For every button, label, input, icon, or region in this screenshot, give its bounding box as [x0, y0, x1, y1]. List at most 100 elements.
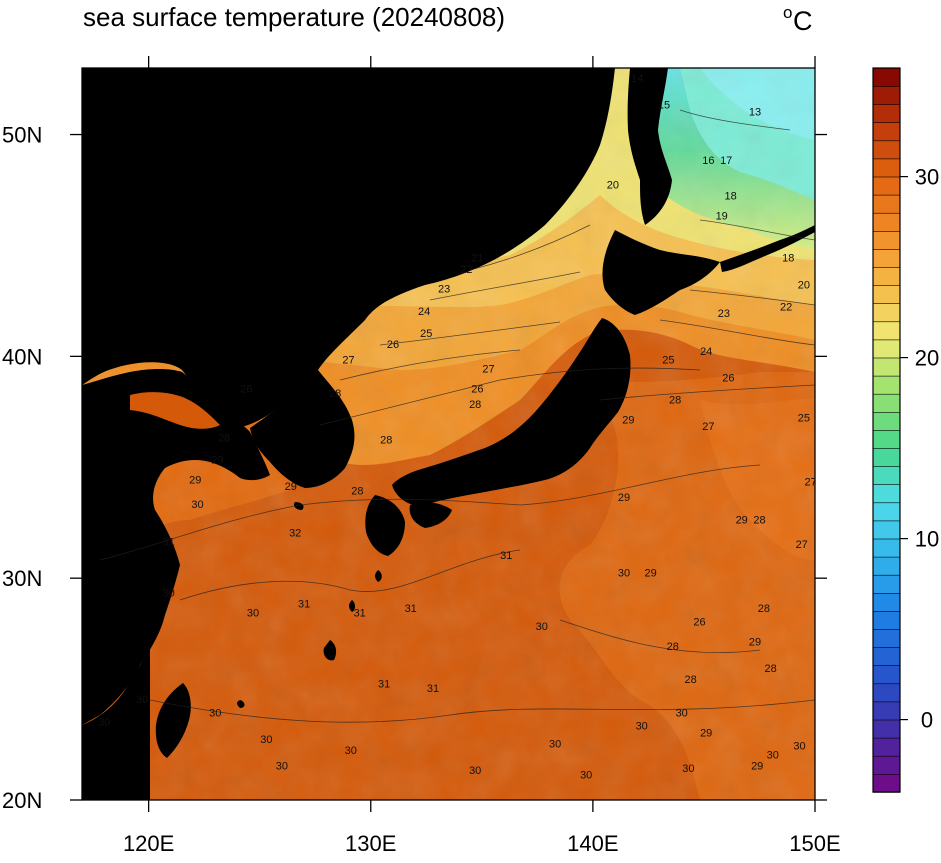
land-kuril-chain: [720, 225, 815, 272]
contour-label: 30: [247, 608, 259, 620]
contour-label: 30: [682, 763, 694, 775]
contour-label: 29: [749, 636, 761, 648]
colorbar-segment: [872, 375, 901, 395]
colorbar-segment: [872, 194, 901, 214]
lon-tick-label: 130E: [345, 831, 396, 856]
contour-label: 22: [460, 264, 472, 276]
contour-31: [179, 549, 521, 601]
colorbar-segment: [872, 538, 901, 558]
land-ryukyu-small-1: [349, 600, 355, 612]
land-china-south: [82, 645, 150, 800]
land-ryukyu-okinawa: [323, 640, 337, 661]
contour-label: 24: [700, 346, 712, 358]
contour-30-south: [149, 699, 815, 723]
contour-label: 28: [469, 399, 481, 411]
colorbar-segment: [872, 574, 901, 594]
lat-tick-label: 50N: [2, 123, 42, 148]
contour-label: 27: [796, 539, 808, 551]
contour-label: 14: [631, 73, 643, 85]
map-frame: [81, 67, 816, 801]
units-degree-mark: o: [783, 3, 792, 22]
colorbar-segment: [872, 755, 901, 775]
colorbar-segment: [872, 85, 901, 105]
contour-28: [319, 367, 701, 426]
contour-label: 27: [342, 355, 354, 367]
land-masses: [82, 68, 815, 800]
colorbar-segment: [872, 737, 901, 757]
land-korea: [250, 370, 355, 488]
lon-tick-label: 140E: [567, 831, 618, 856]
contour-label: 26: [693, 616, 705, 628]
contour-label: 29: [700, 727, 712, 739]
units-label: o C: [783, 3, 813, 36]
colorbar-segment: [872, 393, 901, 413]
contour-label: 29: [736, 514, 748, 526]
contour-label: 28: [764, 663, 776, 675]
land-shandong-gap: [130, 392, 220, 429]
colorbar-segment: [872, 719, 901, 739]
contour-lines: [99, 109, 815, 723]
contour-label: 30: [260, 734, 272, 746]
colorbar-segment: [872, 610, 901, 630]
contour-label: 30: [162, 588, 174, 600]
colorbar-segment: [872, 140, 901, 160]
contour-label: 30: [276, 761, 288, 773]
contour-label: 21: [471, 253, 483, 265]
contour-label: 30: [345, 745, 357, 757]
contour-label: 20: [798, 279, 810, 291]
contour-label: 27: [482, 364, 494, 376]
contour-label: 25: [662, 355, 674, 367]
colorbar-segment: [872, 122, 901, 142]
longitude-axis: 120E 130E 140E 150E: [123, 56, 841, 856]
colorbar: 30 20 10 0: [872, 67, 939, 793]
contour-label: 27: [702, 421, 714, 433]
contour-29: [599, 384, 815, 401]
latitude-axis: 50N 40N 30N 20N: [2, 123, 827, 813]
land-ryukyu-small-3: [237, 700, 245, 708]
contour-label: 16: [702, 155, 714, 167]
contour-label: 29: [751, 761, 763, 773]
lat-tick-label: 30N: [2, 566, 42, 591]
lon-tick-label: 150E: [789, 831, 840, 856]
contour-24-east: [659, 319, 815, 346]
colorbar-segment: [872, 103, 901, 123]
contour-label: 30: [676, 707, 688, 719]
contour-label: 31: [427, 683, 439, 695]
land-asia-mainland: [82, 68, 615, 428]
contour-label: 30: [191, 499, 203, 511]
contour-label: 28: [669, 395, 681, 407]
contour-label: 28: [667, 641, 679, 653]
contour-label: 28: [684, 674, 696, 686]
contour-label: 30: [536, 621, 548, 633]
colorbar-segment: [872, 520, 901, 540]
contour-label: 29: [285, 481, 297, 493]
contour-label: 30: [469, 765, 481, 777]
contour-label: 30: [98, 716, 110, 728]
contour-label: 31: [378, 679, 390, 691]
contour-label: 23: [438, 284, 450, 296]
contour-label: 26: [240, 384, 252, 396]
colorbar-tick-label: 0: [921, 708, 933, 733]
land-china-east-coast: [82, 369, 270, 725]
land-ryukyu-small-2: [375, 570, 382, 582]
contour-label: 24: [418, 306, 430, 318]
colorbar-segment: [872, 447, 901, 467]
contour-label: 31: [162, 537, 174, 549]
contour-label: 26: [722, 372, 734, 384]
contour-label: 15: [658, 100, 670, 112]
contour-label: 28: [753, 514, 765, 526]
colorbar-segment: [872, 502, 901, 522]
land-jeju: [293, 502, 304, 510]
contour-label: 28: [380, 435, 392, 447]
contour-label: 29: [211, 455, 223, 467]
contour-label: 28: [351, 486, 363, 498]
contour-label: 30: [767, 750, 779, 762]
contour-label: 29: [189, 475, 201, 487]
colorbar-segment: [872, 176, 901, 196]
contour-label: 31: [405, 603, 417, 615]
contour-label: 25: [420, 328, 432, 340]
